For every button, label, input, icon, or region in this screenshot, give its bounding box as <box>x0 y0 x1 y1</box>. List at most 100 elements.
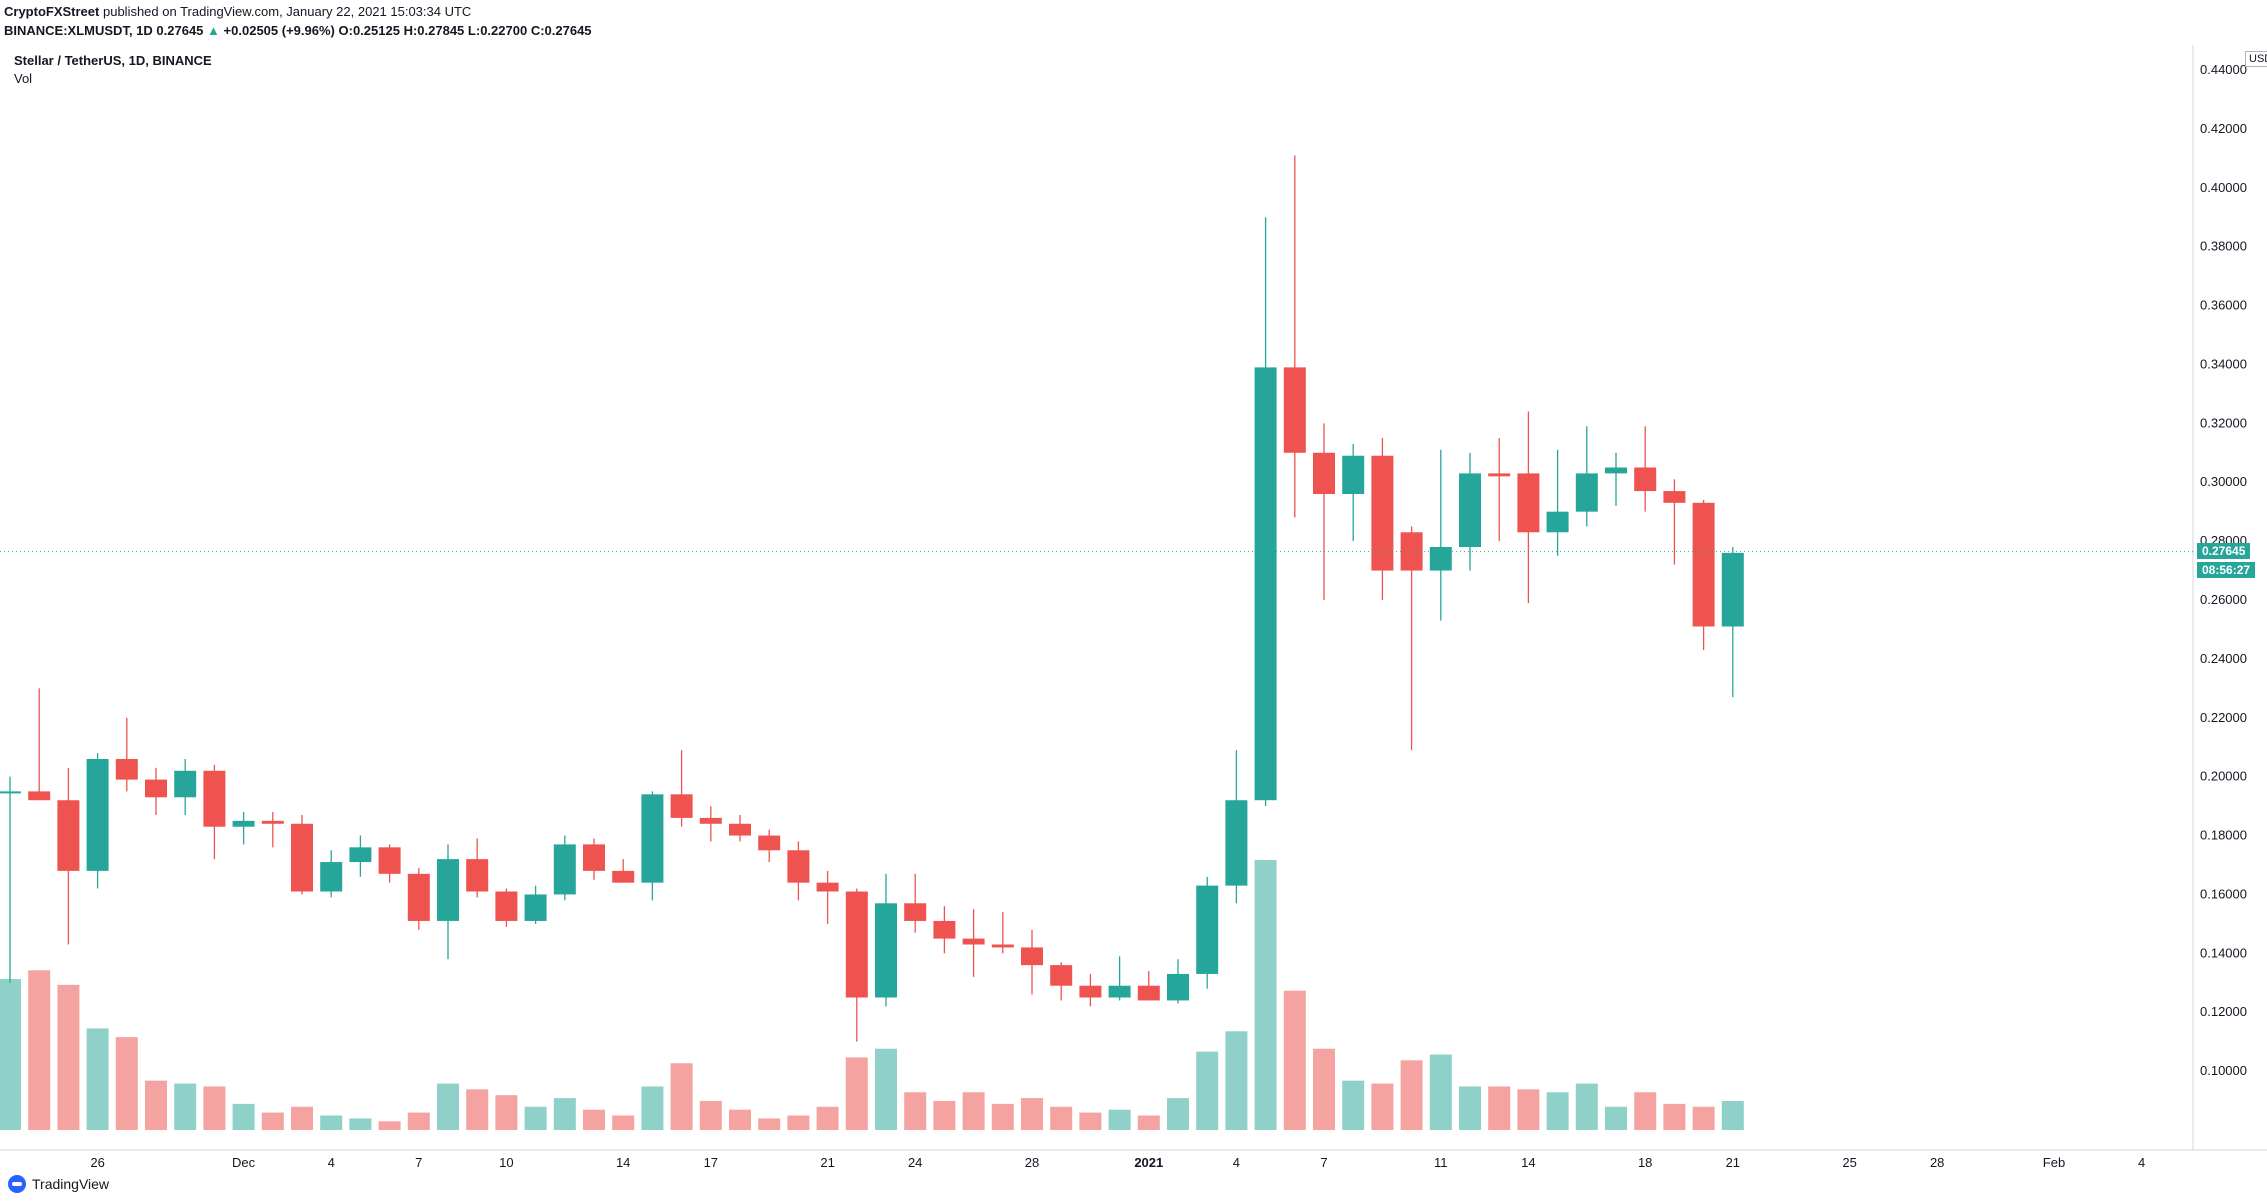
volume-bar <box>291 1106 313 1130</box>
x-tick-label: 26 <box>90 1155 104 1170</box>
x-tick-label: 17 <box>704 1155 718 1170</box>
candle-body <box>1342 455 1365 494</box>
candle-body <box>28 791 51 801</box>
volume-bar <box>495 1095 518 1130</box>
volume-bar <box>320 1115 343 1130</box>
volume-bar <box>962 1092 985 1130</box>
candle-body <box>1429 547 1452 571</box>
candle-body <box>816 882 839 892</box>
x-tick-label: 7 <box>415 1155 422 1170</box>
price-change: +0.02505 (+9.96%) <box>223 23 335 38</box>
volume-bar <box>466 1089 489 1130</box>
axis-unit-label[interactable]: USDT <box>2245 51 2267 67</box>
publisher-name[interactable]: CryptoFXStreet <box>4 4 100 19</box>
volume-bar <box>1400 1060 1423 1130</box>
y-tick-label: 0.34000 <box>2200 356 2247 371</box>
x-tick-label: 21 <box>1726 1155 1740 1170</box>
candle-body <box>670 794 693 818</box>
volume-bar <box>933 1100 956 1130</box>
candle-body <box>729 823 751 836</box>
candle-body <box>1488 473 1511 477</box>
open-label: O: <box>338 23 353 38</box>
candle-body <box>962 938 985 945</box>
candle-body <box>145 779 167 798</box>
countdown-tag: 08:56:27 <box>2197 561 2256 578</box>
candle-body <box>845 891 868 998</box>
candle-body <box>524 894 547 921</box>
current-price-tag: 0.27645 <box>2197 542 2251 559</box>
candle-body <box>787 850 810 883</box>
candle-body <box>203 770 226 827</box>
x-tick-label: 7 <box>1320 1155 1327 1170</box>
volume-bar <box>1342 1080 1365 1130</box>
candle-body <box>641 794 664 883</box>
x-tick-label: 10 <box>499 1155 513 1170</box>
volume-bar <box>174 1083 197 1130</box>
candle-body <box>1459 473 1481 547</box>
candle-body <box>320 862 343 892</box>
volume-bar <box>1488 1086 1511 1130</box>
x-tick-label: 4 <box>2138 1155 2145 1170</box>
candle-body <box>583 844 605 871</box>
candle-body <box>437 859 459 921</box>
volume-bar <box>1459 1086 1481 1130</box>
y-tick-label: 0.10000 <box>2200 1063 2247 1078</box>
volume-bar <box>1663 1103 1686 1130</box>
x-tick-label: 28 <box>1930 1155 1944 1170</box>
volume-bar <box>641 1086 664 1130</box>
volume-bar <box>553 1098 576 1130</box>
candle-body <box>1546 511 1569 533</box>
open-value: 0.25125 <box>352 23 400 38</box>
candle-body <box>1283 367 1306 453</box>
volume-bar <box>758 1118 781 1130</box>
candle-body <box>349 847 372 863</box>
candle-body <box>758 835 781 851</box>
low-value: 0.22700 <box>480 23 528 38</box>
volume-bar <box>28 970 51 1130</box>
volume-bar <box>232 1103 255 1130</box>
candle-body <box>1400 532 1423 571</box>
candle-body <box>991 944 1014 948</box>
x-tick-label: 4 <box>1233 1155 1240 1170</box>
brand-name: TradingView <box>32 1176 110 1192</box>
footer-brand[interactable]: TradingView <box>8 1172 109 1196</box>
volume-bar <box>1050 1106 1073 1130</box>
candle-body <box>86 759 109 871</box>
x-tick-label: 14 <box>616 1155 630 1170</box>
series-title[interactable]: Stellar / TetherUS, 1D, BINANCE <box>14 53 212 68</box>
volume-bar <box>115 1037 138 1130</box>
candle-body <box>1663 491 1686 503</box>
candle-body <box>466 859 489 892</box>
x-tick-label: 11 <box>1434 1155 1448 1170</box>
candle-body <box>1575 473 1598 512</box>
candle-body <box>612 870 635 883</box>
volume-bar <box>1108 1109 1131 1130</box>
volume-bar <box>991 1103 1014 1130</box>
x-tick-label: 2021 <box>1134 1155 1163 1170</box>
candle-body <box>1721 552 1744 627</box>
volume-legend[interactable]: Vol <box>14 71 33 86</box>
candle-body <box>699 817 722 824</box>
volume-bar <box>845 1057 868 1130</box>
last-price: 0.27645 <box>156 23 204 38</box>
volume-bar <box>524 1106 547 1130</box>
volume-bar <box>145 1080 167 1130</box>
candle-body <box>0 791 21 794</box>
volume-bar <box>1721 1100 1744 1130</box>
volume-bar <box>1313 1048 1335 1130</box>
y-tick-label: 0.18000 <box>2200 828 2247 843</box>
candle-body <box>261 820 284 824</box>
volume-bar <box>1546 1092 1569 1130</box>
candle-body <box>174 770 197 798</box>
candle-body <box>291 823 313 892</box>
candle-body <box>378 847 401 874</box>
volume-bar <box>261 1112 284 1130</box>
close-value: 0.27645 <box>544 23 592 38</box>
volume-bar <box>1429 1054 1452 1130</box>
y-tick-label: 0.26000 <box>2200 592 2247 607</box>
low-label: L: <box>467 23 481 38</box>
volume-bar <box>86 1028 109 1130</box>
up-arrow-icon: ▲ <box>207 23 220 38</box>
volume-bar <box>1196 1051 1219 1130</box>
